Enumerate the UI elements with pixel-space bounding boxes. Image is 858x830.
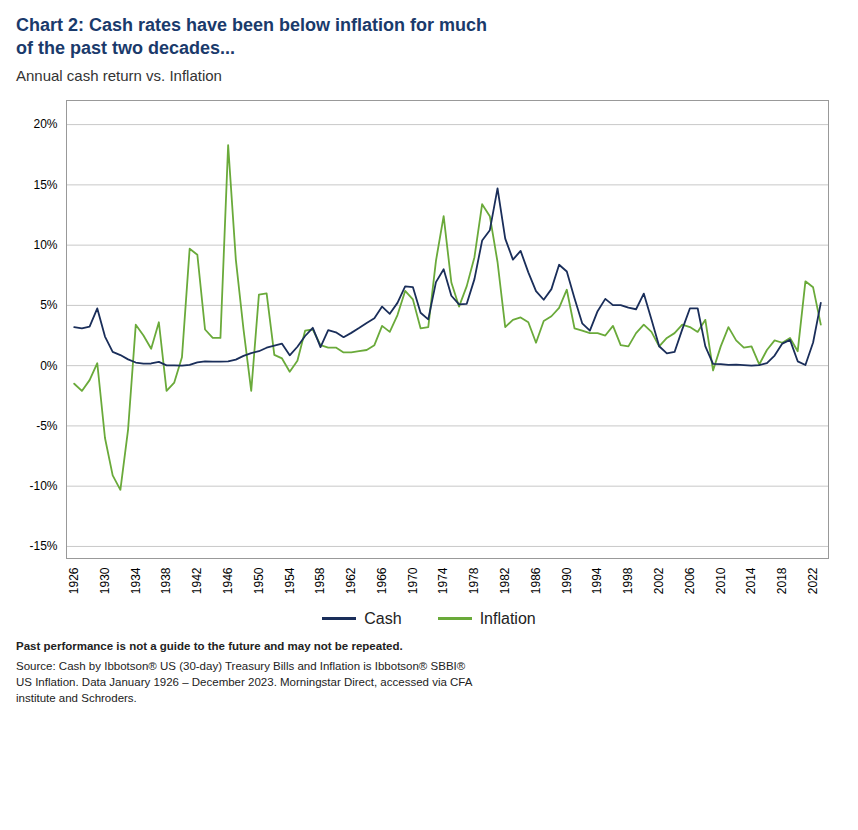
svg-text:-15%: -15% bbox=[29, 539, 57, 553]
svg-text:1930: 1930 bbox=[98, 567, 112, 594]
html-text:Annual cash return vs. Inflati: Annual cash return vs. Inflation bbox=[16, 66, 222, 84]
svg-text:5%: 5% bbox=[40, 298, 58, 312]
svg-text:1950: 1950 bbox=[252, 567, 266, 594]
svg-text:1942: 1942 bbox=[190, 567, 204, 594]
svg-text:1926: 1926 bbox=[67, 567, 81, 594]
svg-text:1978: 1978 bbox=[467, 567, 481, 594]
svg-text:1982: 1982 bbox=[498, 567, 512, 594]
svg-text:2014: 2014 bbox=[744, 567, 758, 594]
html-text:Chart 2: Cash rates have been: Chart 2: Cash rates have been below infl… bbox=[16, 15, 488, 59]
svg-text:1970: 1970 bbox=[406, 567, 420, 594]
svg-text:1998: 1998 bbox=[621, 567, 635, 594]
html-text:Inflation: Inflation bbox=[479, 609, 536, 627]
svg-text:1994: 1994 bbox=[590, 567, 604, 594]
svg-text:1946: 1946 bbox=[221, 567, 235, 594]
svg-text:2022: 2022 bbox=[806, 567, 820, 594]
svg-text:2006: 2006 bbox=[683, 567, 697, 594]
svg-text:1934: 1934 bbox=[129, 567, 143, 594]
svg-text:10%: 10% bbox=[33, 238, 57, 252]
svg-text:2018: 2018 bbox=[775, 567, 789, 594]
html-text:Past performance is not a guid: Past performance is not a guide to the f… bbox=[16, 639, 403, 652]
svg-text:-10%: -10% bbox=[29, 479, 57, 493]
svg-text:1986: 1986 bbox=[529, 567, 543, 594]
svg-text:1962: 1962 bbox=[344, 567, 358, 594]
svg-text:1938: 1938 bbox=[159, 567, 173, 594]
svg-text:-5%: -5% bbox=[36, 419, 58, 433]
html-text:Source: Cash by Ibbotson® US (: Source: Cash by Ibbotson® US (30-day) Tr… bbox=[16, 659, 473, 705]
svg-text:1966: 1966 bbox=[375, 567, 389, 594]
html-text:Cash: Cash bbox=[364, 609, 402, 627]
svg-text:15%: 15% bbox=[33, 177, 57, 191]
svg-text:0%: 0% bbox=[40, 358, 58, 372]
svg-text:1974: 1974 bbox=[436, 567, 450, 594]
svg-text:1958: 1958 bbox=[313, 567, 327, 594]
svg-text:1954: 1954 bbox=[283, 567, 297, 594]
svg-text:1990: 1990 bbox=[560, 567, 574, 594]
svg-text:20%: 20% bbox=[33, 117, 57, 131]
svg-text:2002: 2002 bbox=[652, 567, 666, 594]
svg-text:2010: 2010 bbox=[714, 567, 728, 594]
